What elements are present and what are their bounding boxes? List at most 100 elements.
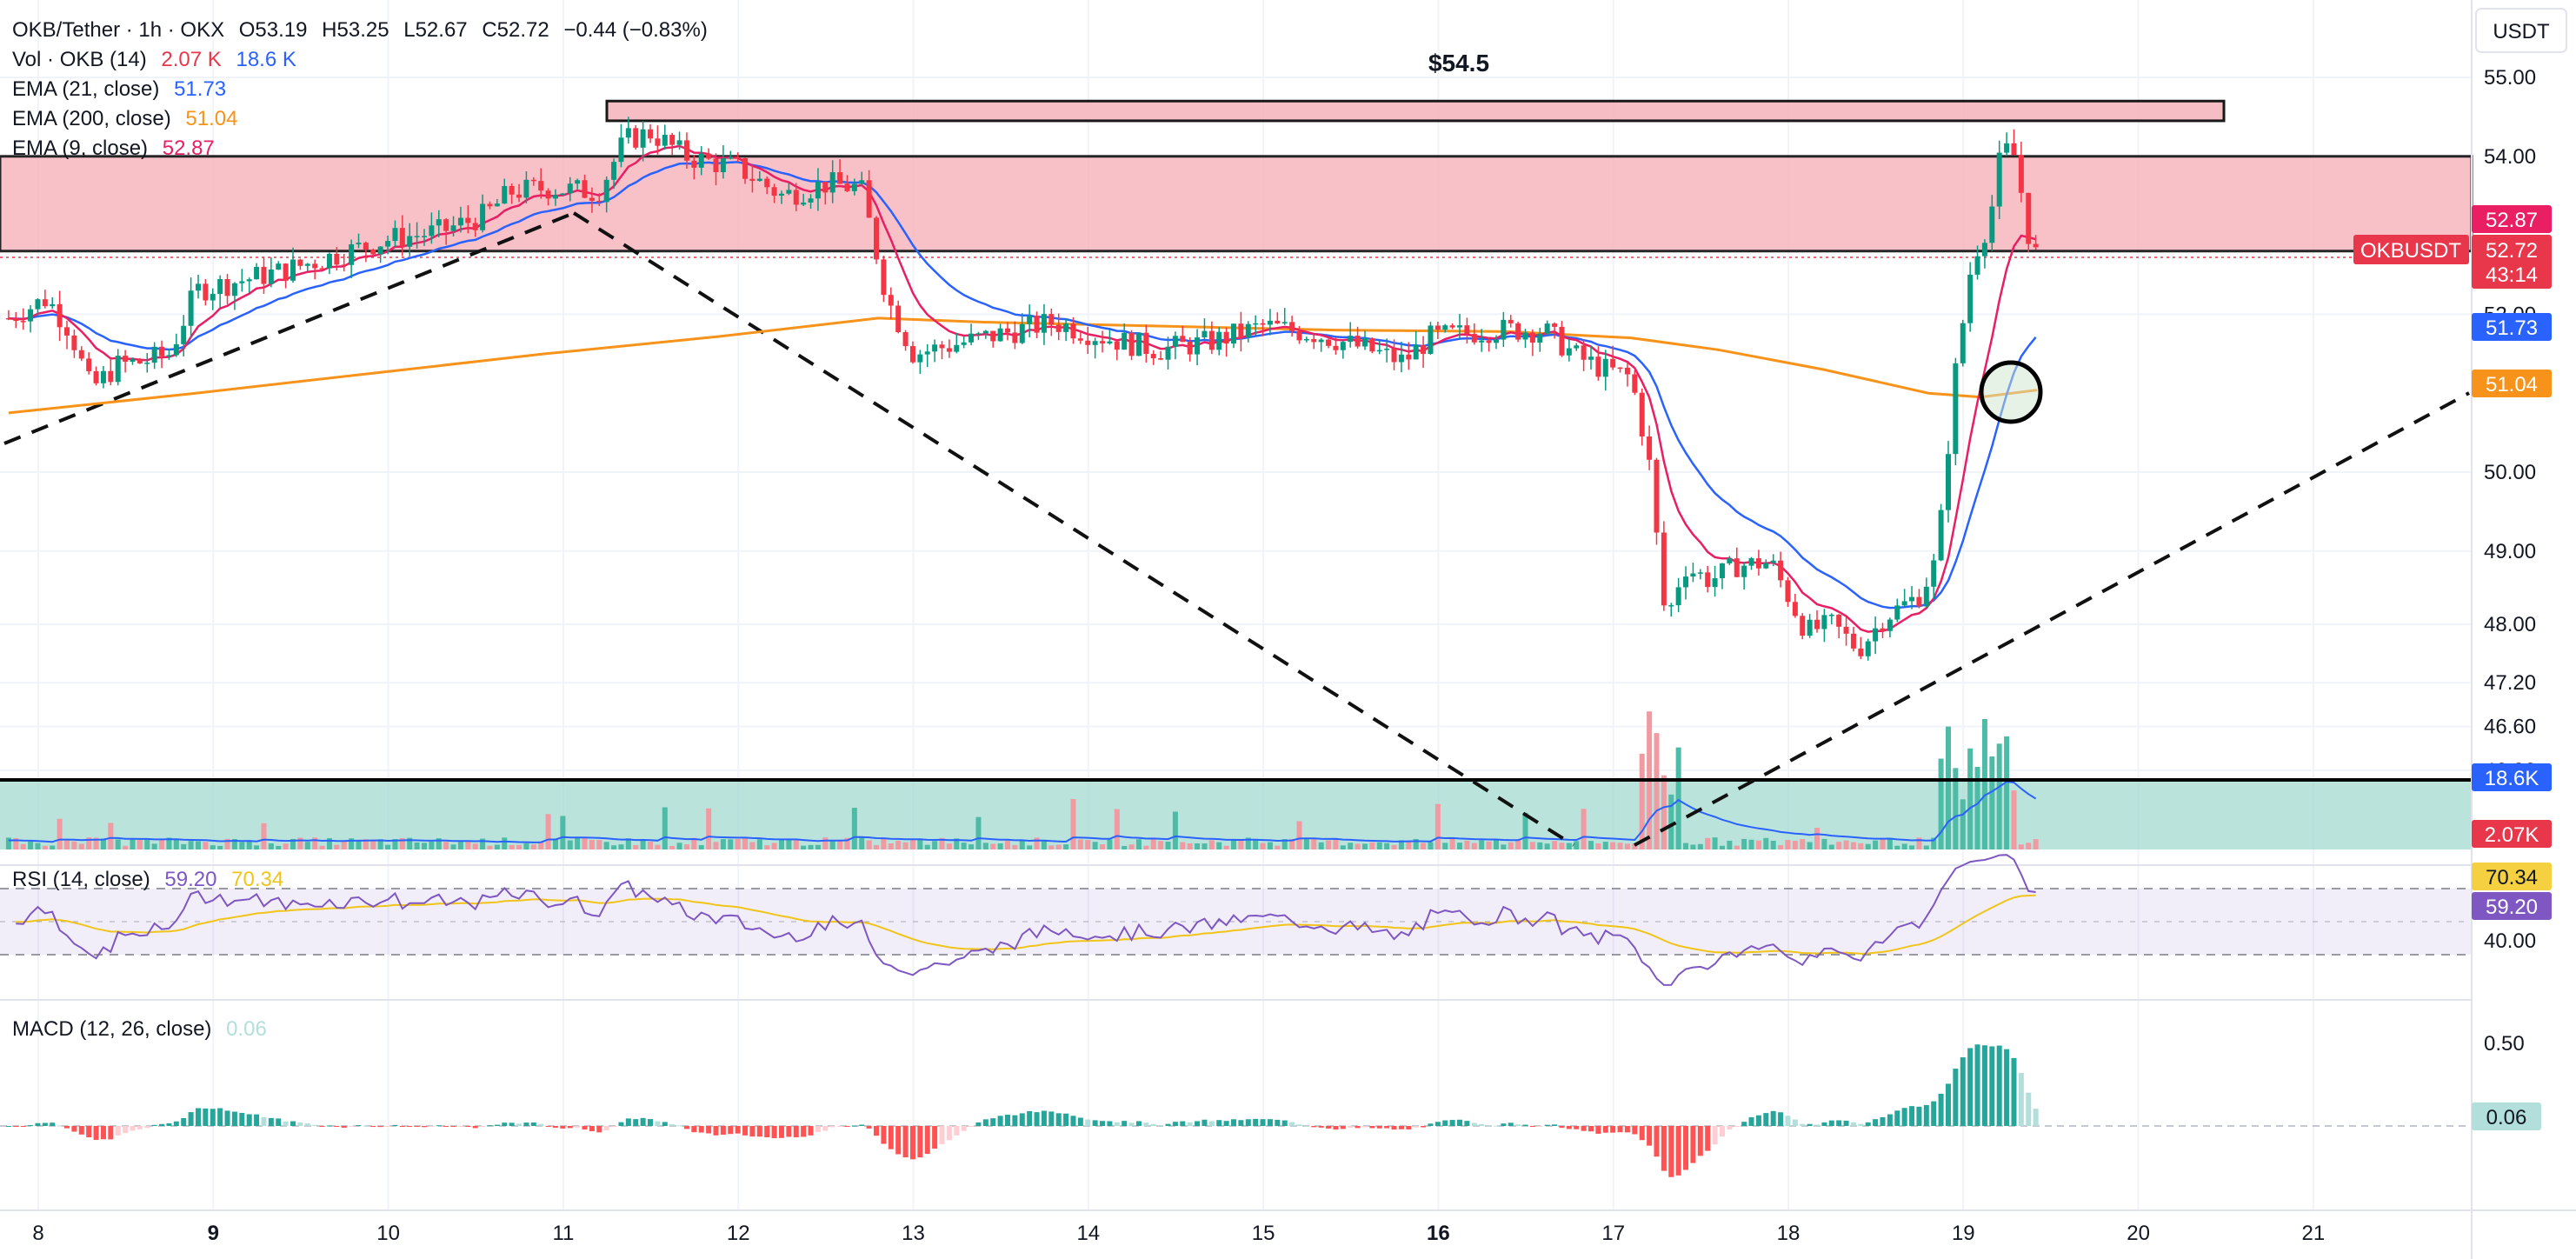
candle-body — [640, 129, 646, 148]
volume-bar — [1894, 845, 1900, 849]
macd-bar — [399, 1126, 405, 1127]
svg-text:18.6K: 18.6K — [2485, 767, 2539, 790]
volume-bar — [304, 842, 310, 849]
volume-bar — [1063, 844, 1069, 849]
macd-bar — [982, 1119, 988, 1126]
candle-body — [713, 158, 719, 173]
trendline-falling — [572, 211, 1575, 847]
candle-body — [108, 370, 114, 383]
volume-bar — [1267, 842, 1273, 849]
candle-body — [166, 355, 172, 356]
volume-bar — [1303, 837, 1309, 849]
candle-body — [881, 259, 887, 296]
candle-body — [1741, 565, 1747, 577]
macd-bar — [188, 1112, 194, 1126]
macd-bar — [1923, 1104, 1929, 1126]
volume-bar — [1814, 828, 1821, 849]
volume-bar — [188, 841, 194, 849]
macd-bar — [1515, 1124, 1521, 1126]
candle-body — [370, 249, 376, 255]
volume-axis-label: 2.07K — [2472, 820, 2552, 848]
candle-body — [509, 185, 515, 195]
volume-bar — [1326, 840, 1332, 849]
candle-body — [1085, 340, 1091, 345]
candle-body — [1639, 392, 1645, 437]
candle-body — [1632, 374, 1638, 393]
macd-bar — [698, 1126, 704, 1133]
volume-bar — [1471, 843, 1477, 849]
candle-body — [86, 358, 92, 371]
currency-button[interactable] — [2475, 8, 2567, 53]
macd-bar — [1873, 1119, 1879, 1126]
macd-bar — [1413, 1126, 1419, 1128]
volume-bar — [151, 843, 157, 849]
volume-bar — [676, 843, 682, 849]
macd-bar — [1303, 1125, 1309, 1127]
volume-bar — [1421, 843, 1427, 849]
macd-bar — [582, 1126, 588, 1130]
macd-bar — [20, 1126, 26, 1127]
candle-body — [1311, 338, 1317, 343]
candle-body — [1406, 354, 1412, 360]
candle-body — [231, 283, 237, 296]
candle-body — [575, 180, 581, 184]
candle-body — [764, 178, 770, 188]
volume-bar — [1333, 838, 1339, 849]
resistance-zone — [0, 155, 2473, 253]
volume-bar — [691, 837, 697, 849]
macd-bar — [356, 1125, 362, 1127]
macd-bar — [290, 1121, 296, 1126]
macd-bar — [159, 1123, 165, 1126]
macd-bar — [78, 1126, 84, 1135]
macd-bar — [924, 1126, 930, 1154]
macd-bar — [1048, 1111, 1055, 1126]
macd-bar — [1741, 1122, 1747, 1126]
ema9-label: EMA (9, close) — [12, 137, 148, 160]
ema9-axis-label: 52.87 — [2472, 205, 2552, 233]
candle-body — [1865, 641, 1871, 656]
volume-bar — [203, 842, 209, 849]
candles[interactable] — [5, 117, 2039, 661]
volume-bar — [874, 844, 880, 849]
volume-bar — [997, 843, 1003, 849]
macd-bar — [946, 1126, 952, 1141]
price-axis[interactable]: 55.0054.0052.0050.0049.0048.0047.2046.60… — [2484, 66, 2536, 783]
macd-bar — [86, 1126, 92, 1138]
volume-bar — [530, 844, 536, 849]
macd-bar — [1602, 1126, 1608, 1133]
macd-bar — [611, 1126, 617, 1128]
macd-bar — [706, 1126, 712, 1134]
volume-bar — [166, 837, 172, 849]
candle-body — [669, 135, 676, 145]
volume-bar — [552, 839, 558, 849]
macd-bar — [436, 1125, 442, 1127]
candle-body — [1281, 322, 1288, 324]
candle-body — [136, 359, 143, 363]
candle-body — [851, 183, 857, 191]
volume-bar — [254, 845, 260, 849]
candle-body — [961, 342, 967, 345]
macd-bar — [683, 1126, 689, 1129]
candle-body — [720, 158, 726, 173]
macd-bar — [822, 1126, 829, 1131]
volume-bar — [1515, 839, 1521, 849]
vol-value: 2.07 K — [161, 48, 221, 71]
candle-body — [1960, 323, 1966, 363]
macd-bar — [166, 1122, 172, 1126]
macd-bar — [1150, 1123, 1156, 1126]
candle-body — [159, 346, 165, 356]
candle-body — [1581, 345, 1587, 360]
candle-body — [1296, 330, 1302, 341]
volume-bar — [909, 838, 915, 849]
time-axis[interactable]: 8 9 10 11 12 13 14 15 16 17 18 19 20 21 — [32, 1222, 2325, 1245]
volume-bar — [100, 838, 106, 849]
volume-bar — [487, 845, 493, 849]
macd-bar — [2011, 1057, 2017, 1126]
candle-body — [1938, 510, 1944, 561]
volume-bar — [210, 845, 216, 849]
candle-body — [1880, 628, 1886, 631]
candle-body — [1508, 319, 1514, 323]
price-axis-tick: 50.00 — [2484, 461, 2536, 484]
symbol-title: OKB/Tether · 1h · OKX — [12, 18, 224, 42]
